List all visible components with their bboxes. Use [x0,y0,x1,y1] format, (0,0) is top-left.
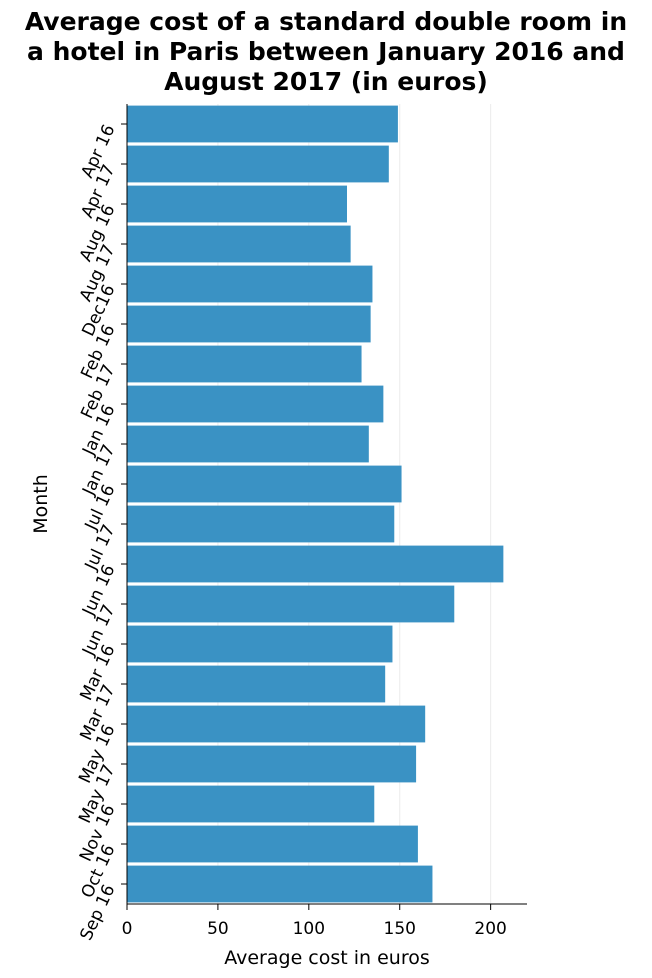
chart-title-line-2: a hotel in Paris between January 2016 an… [27,37,625,66]
bar-7 [127,385,384,423]
axes [126,104,527,905]
bar-9 [127,465,402,503]
bar-17 [127,785,375,823]
bars [127,105,504,903]
bar-2 [127,185,347,223]
bar-16 [127,745,417,783]
bar-12 [127,585,455,623]
bar-8 [127,425,369,463]
bar-13 [127,625,393,663]
y-axis-label: Month [30,474,52,534]
chart-title: Average cost of a standard double room i… [25,7,627,96]
x-axis-label: Average cost in euros [224,947,430,969]
x-tick-label-2: 100 [293,919,325,939]
x-tick-label-0: 0 [122,919,133,939]
x-tick-label-1: 50 [207,919,229,939]
bar-10 [127,505,395,543]
bar-1 [127,145,389,183]
x-tick-label-3: 150 [384,919,416,939]
bar-5 [127,305,371,343]
bar-19 [127,865,433,903]
chart-title-line-1: Average cost of a standard double room i… [25,7,627,36]
bar-3 [127,225,351,263]
gridlines [126,104,492,904]
x-ticks: 0 50 100 150 200 [122,904,507,939]
chart-title-line-3: August 2017 (in euros) [164,67,488,96]
bar-0 [127,105,398,143]
bar-11 [127,545,504,583]
bar-6 [127,345,362,383]
bar-18 [127,825,418,863]
bar-4 [127,265,373,303]
bar-14 [127,665,386,703]
bar-15 [127,705,426,743]
x-tick-label-4: 200 [474,919,506,939]
